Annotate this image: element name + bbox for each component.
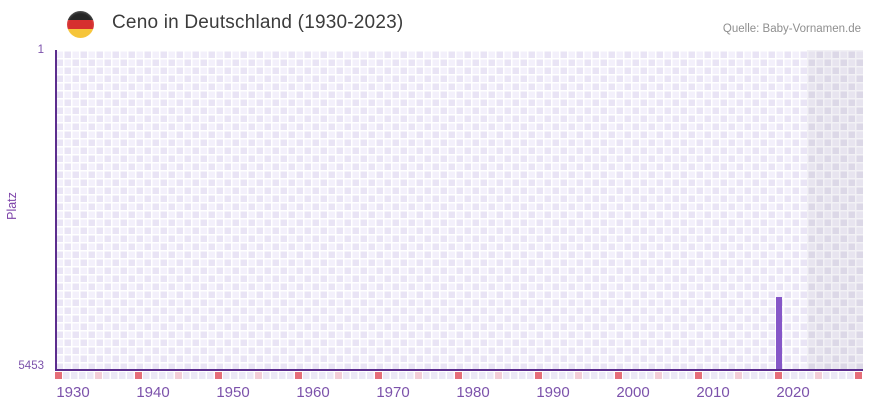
x-axis-labels: 1930 1940 1950 1960 1970 1980 1990 2000 2010 2020	[55, 384, 863, 404]
x-ticks-row	[55, 372, 863, 379]
x-tick-1970	[375, 372, 382, 379]
x-tick-1940	[135, 372, 142, 379]
x-axis-label-2000: 2000	[616, 384, 650, 401]
x-tick-2000	[615, 372, 622, 379]
x-axis-line	[55, 369, 863, 371]
x-axis-label-1970: 1970	[376, 384, 410, 401]
x-axis-label-1950: 1950	[216, 384, 250, 401]
x-tick-2010	[695, 372, 702, 379]
x-tick-2005	[655, 372, 662, 379]
x-tick-1945	[175, 372, 182, 379]
y-axis-line	[55, 50, 57, 371]
x-tick-2020	[775, 372, 782, 379]
x-tick-1985	[495, 372, 502, 379]
source-attribution: Quelle: Baby-Vornamen.de	[722, 23, 861, 35]
plot-area	[55, 50, 863, 371]
y-tick-label-top: 1	[37, 44, 44, 56]
x-tick-1995	[575, 372, 582, 379]
x-tick-1935	[95, 372, 102, 379]
future-years-region	[807, 50, 863, 371]
x-axis-label-1990: 1990	[536, 384, 570, 401]
x-tick-1950	[215, 372, 222, 379]
x-axis-label-1960: 1960	[296, 384, 330, 401]
x-axis-label-1980: 1980	[456, 384, 490, 401]
x-axis-label-1940: 1940	[136, 384, 170, 401]
x-tick-1930	[55, 372, 62, 379]
x-tick-1960	[295, 372, 302, 379]
y-tick-label-bottom: 5453	[18, 360, 44, 372]
x-tick-1980	[455, 372, 462, 379]
x-axis-label-2010: 2010	[696, 384, 730, 401]
x-axis-label-2020: 2020	[776, 384, 810, 401]
x-tick-1955	[255, 372, 262, 379]
x-tick-1975	[415, 372, 422, 379]
x-tick-1965	[335, 372, 342, 379]
rank-bar	[776, 297, 782, 371]
german-flag-icon	[67, 11, 94, 38]
chart-title: Ceno in Deutschland (1930-2023)	[112, 12, 404, 33]
x-tick-2025	[815, 372, 822, 379]
x-tick-2015	[735, 372, 742, 379]
y-axis-title: Platz	[5, 192, 19, 220]
x-axis-label-1930: 1930	[56, 384, 90, 401]
x-tick-1990	[535, 372, 542, 379]
x-tick-2030	[855, 372, 862, 379]
